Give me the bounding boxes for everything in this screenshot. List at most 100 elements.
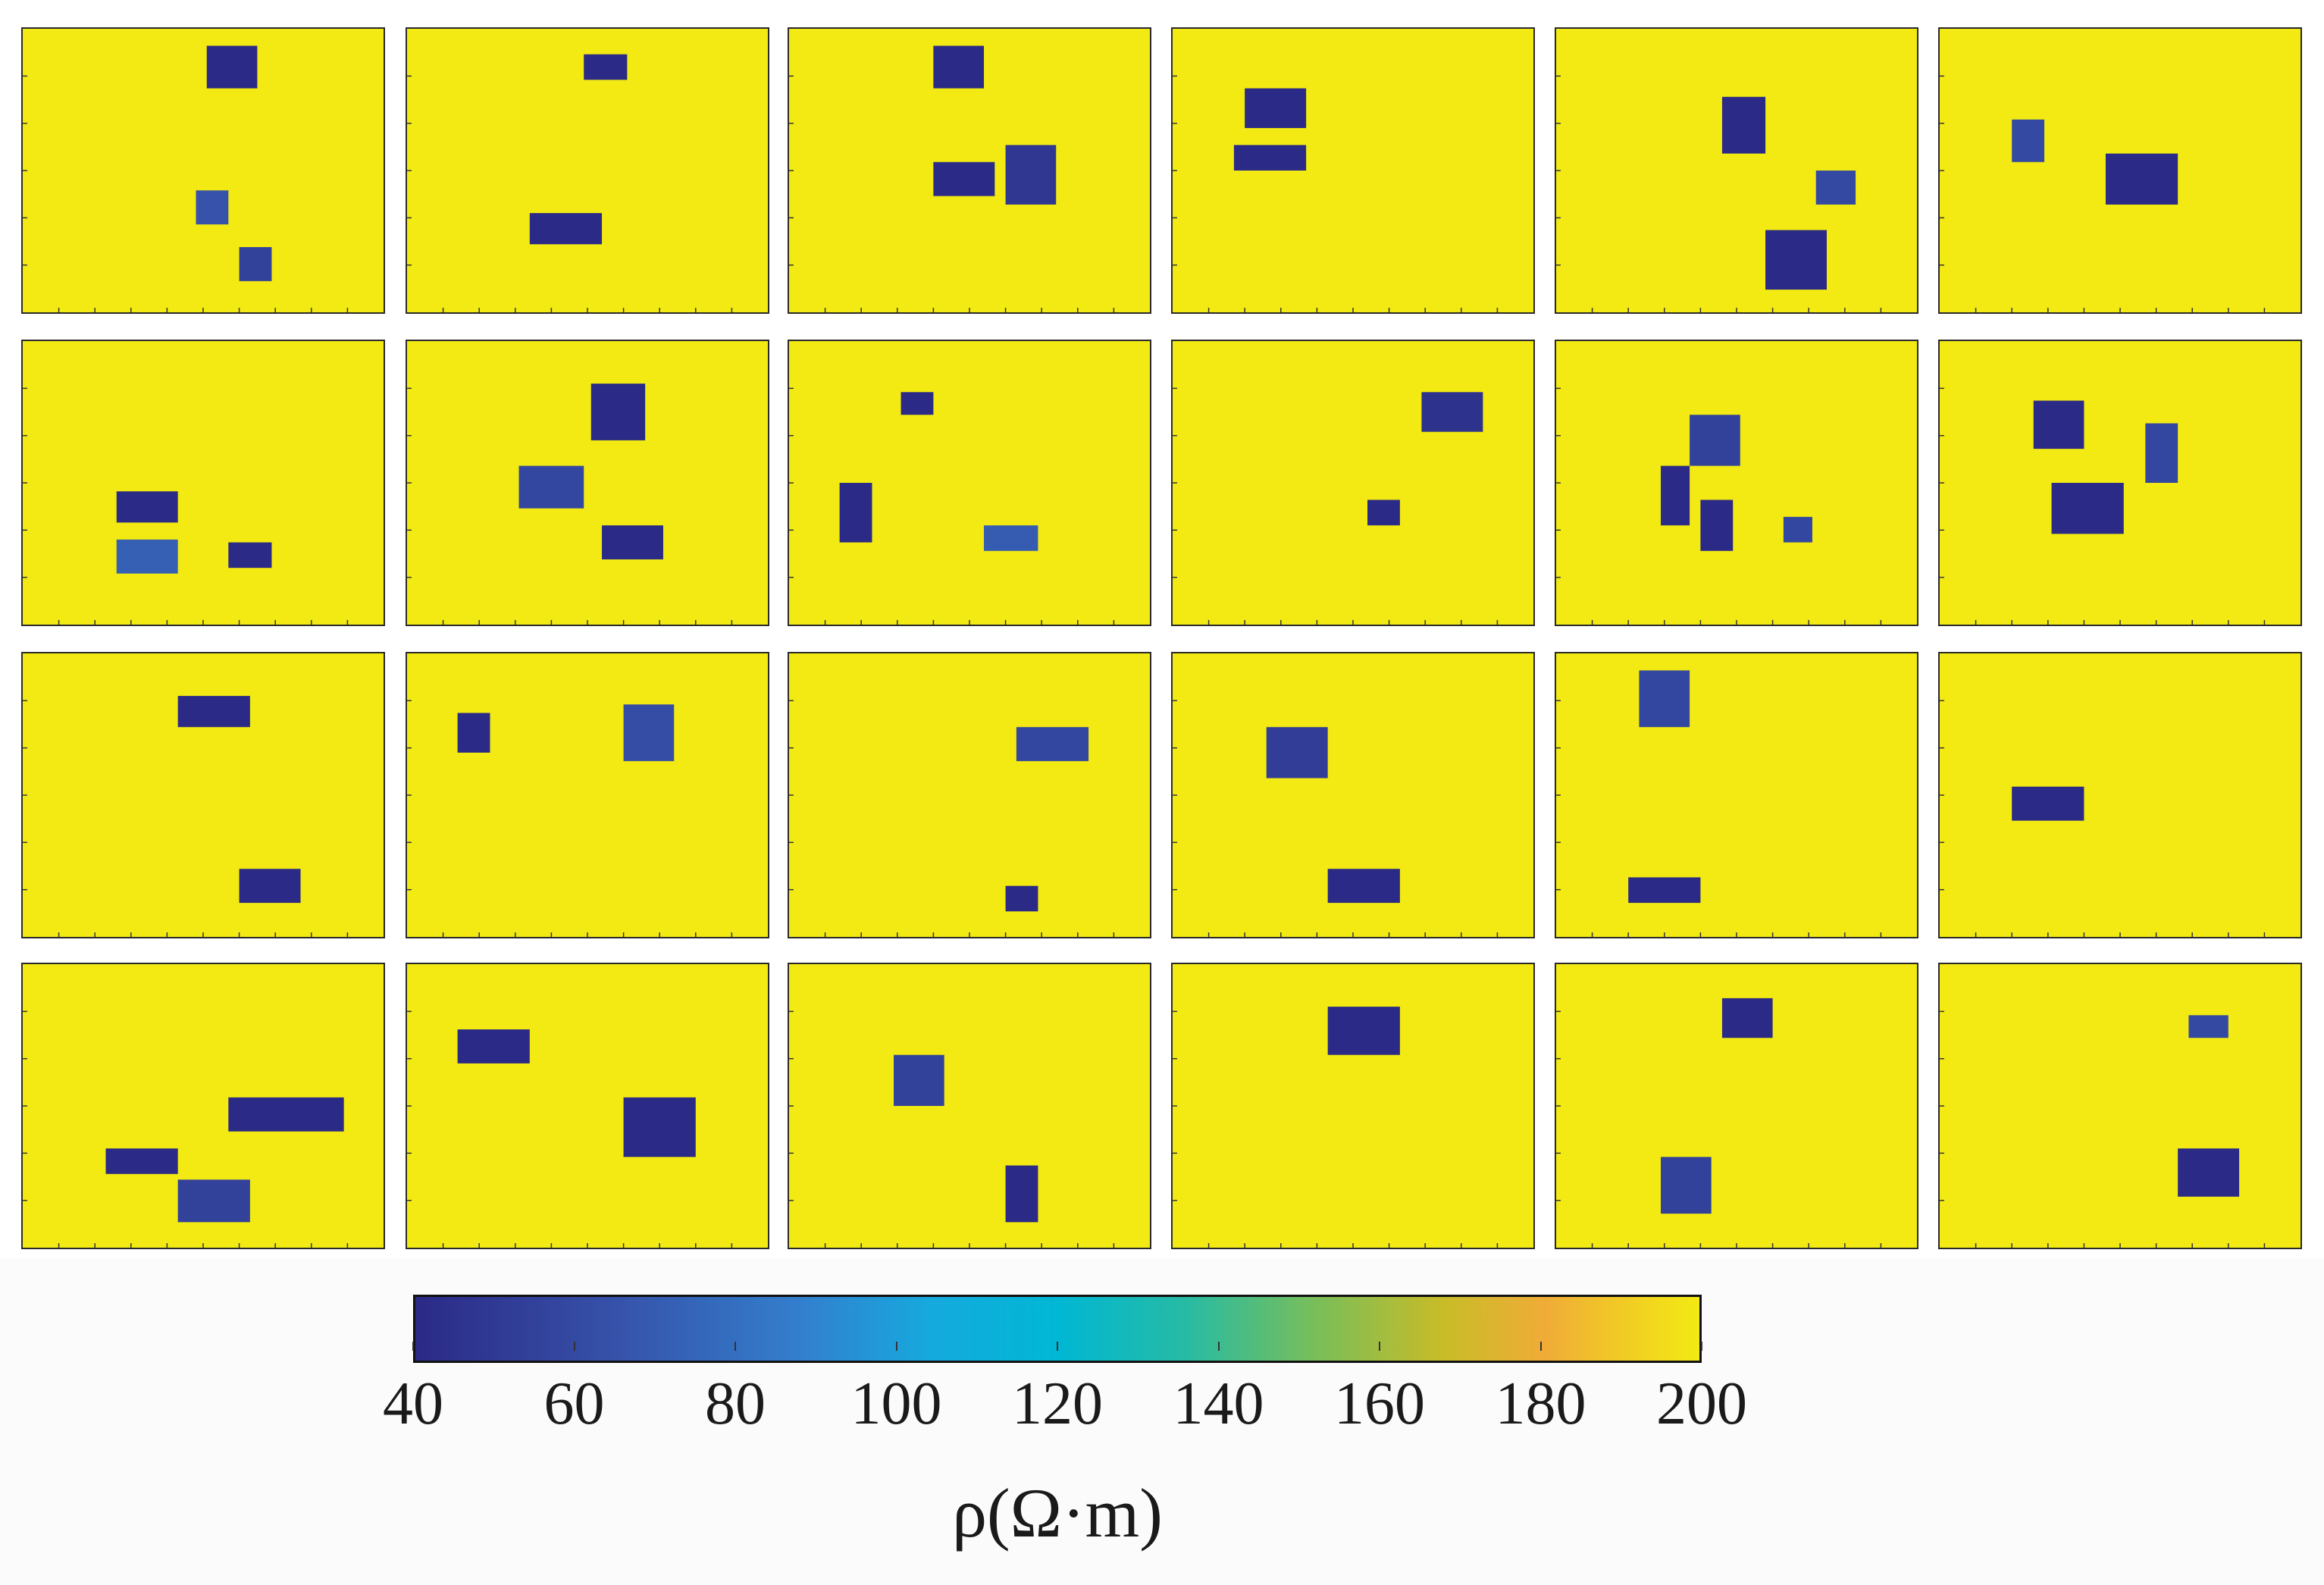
background-region bbox=[23, 653, 384, 937]
anomaly-block bbox=[1661, 465, 1690, 526]
anomaly-block bbox=[177, 696, 250, 728]
anomaly-block bbox=[518, 465, 584, 509]
panel-plot bbox=[1940, 29, 2301, 312]
colorbar-label: ρ(Ω·m) bbox=[952, 1474, 1163, 1552]
panel-plot bbox=[23, 341, 384, 625]
anomaly-block bbox=[2105, 153, 2178, 205]
colorbar-tick-mark bbox=[1701, 1342, 1702, 1351]
colorbar-tick-mark bbox=[1217, 1342, 1220, 1351]
anomaly-block bbox=[1245, 88, 1307, 128]
colorbar-tick-mark bbox=[1379, 1342, 1380, 1351]
colorbar-tick-label: 60 bbox=[543, 1370, 605, 1437]
panel-plot bbox=[789, 964, 1150, 1248]
background-region bbox=[407, 341, 768, 625]
colorbar-tick-mark bbox=[1057, 1342, 1058, 1351]
anomaly-block bbox=[590, 384, 646, 440]
background-region bbox=[23, 341, 384, 625]
anomaly-block bbox=[1005, 1165, 1038, 1223]
panel-plot bbox=[23, 964, 384, 1248]
panel-plot bbox=[1556, 341, 1917, 625]
model-panel-r3-c2 bbox=[406, 652, 769, 938]
colorbar-tick-label: 80 bbox=[705, 1370, 766, 1437]
background-region bbox=[407, 964, 768, 1248]
panel-plot bbox=[789, 29, 1150, 312]
anomaly-block bbox=[1690, 415, 1740, 466]
anomaly-block bbox=[239, 246, 272, 281]
panel-plot bbox=[1173, 653, 1533, 937]
anomaly-block bbox=[1367, 500, 1400, 526]
background-region bbox=[1173, 341, 1533, 625]
anomaly-block bbox=[1628, 877, 1701, 904]
model-panel-r4-c1 bbox=[21, 963, 385, 1249]
anomaly-block bbox=[1661, 1157, 1712, 1214]
anomaly-block bbox=[602, 525, 663, 559]
background-region bbox=[1556, 653, 1917, 937]
model-panel-r3-c1 bbox=[21, 652, 385, 938]
panel-plot bbox=[1940, 341, 2301, 625]
panel-grid bbox=[21, 27, 2302, 1249]
background-region bbox=[1940, 964, 2301, 1248]
panel-plot bbox=[1173, 341, 1533, 625]
anomaly-block bbox=[457, 713, 490, 753]
anomaly-block bbox=[1005, 145, 1057, 205]
model-panel-r3-c4 bbox=[1171, 652, 1535, 938]
anomaly-block bbox=[1233, 145, 1307, 171]
anomaly-block bbox=[623, 704, 675, 762]
colorbar-tick-mark bbox=[412, 1342, 414, 1351]
panel-plot bbox=[23, 653, 384, 937]
panel-plot bbox=[407, 964, 768, 1248]
panel-plot bbox=[1556, 653, 1917, 937]
model-panel-r3-c6 bbox=[1938, 652, 2302, 938]
background-region bbox=[789, 653, 1150, 937]
model-panel-r4-c5 bbox=[1555, 963, 1918, 1249]
anomaly-block bbox=[933, 45, 985, 89]
background-region bbox=[789, 964, 1150, 1248]
panel-plot bbox=[789, 653, 1150, 937]
colorbar-tick-label: 180 bbox=[1495, 1370, 1586, 1437]
colorbar-tick-label: 200 bbox=[1656, 1370, 1747, 1437]
background-region bbox=[1556, 29, 1917, 312]
model-panel-r4-c4 bbox=[1171, 963, 1535, 1249]
model-panel-r1-c3 bbox=[788, 27, 1151, 314]
anomaly-block bbox=[1765, 230, 1827, 290]
panel-plot bbox=[1173, 29, 1533, 312]
colorbar-area: 40 60 80 100 120 140 160 180 200 ρ(Ω·m) bbox=[0, 1258, 2324, 1585]
model-panel-r2-c1 bbox=[21, 340, 385, 626]
model-panel-r1-c4 bbox=[1171, 27, 1535, 314]
model-panel-r2-c3 bbox=[788, 340, 1151, 626]
model-panel-r2-c4 bbox=[1171, 340, 1535, 626]
anomaly-block bbox=[584, 54, 628, 80]
anomaly-block bbox=[1421, 392, 1483, 432]
model-panel-r1-c1 bbox=[21, 27, 385, 314]
anomaly-block bbox=[2051, 483, 2124, 534]
panel-plot bbox=[407, 29, 768, 312]
anomaly-block bbox=[1266, 727, 1328, 778]
anomaly-block bbox=[2033, 400, 2084, 450]
anomaly-block bbox=[1700, 500, 1734, 551]
anomaly-block bbox=[196, 190, 229, 225]
model-panel-r4-c6 bbox=[1938, 963, 2302, 1249]
model-panel-r4-c3 bbox=[788, 963, 1151, 1249]
anomaly-block bbox=[239, 869, 301, 904]
model-panel-r3-c5 bbox=[1555, 652, 1918, 938]
panel-plot bbox=[1940, 964, 2301, 1248]
anomaly-block bbox=[933, 161, 995, 196]
background-region bbox=[1940, 653, 2301, 937]
panel-plot bbox=[789, 341, 1150, 625]
colorbar-tick-label: 160 bbox=[1334, 1370, 1425, 1437]
anomaly-block bbox=[2188, 1015, 2228, 1038]
anomaly-block bbox=[623, 1097, 696, 1157]
panel-plot bbox=[1556, 964, 1917, 1248]
anomaly-block bbox=[1721, 96, 1766, 154]
colorbar bbox=[413, 1295, 1702, 1363]
colorbar-tick-label: 100 bbox=[850, 1370, 942, 1437]
anomaly-block bbox=[2012, 786, 2084, 821]
anomaly-block bbox=[2012, 119, 2045, 162]
anomaly-block bbox=[1721, 998, 1773, 1038]
model-panel-r2-c2 bbox=[406, 340, 769, 626]
panel-plot bbox=[1940, 653, 2301, 937]
background-region bbox=[23, 29, 384, 312]
anomaly-block bbox=[457, 1029, 530, 1063]
model-panel-r2-c6 bbox=[1938, 340, 2302, 626]
